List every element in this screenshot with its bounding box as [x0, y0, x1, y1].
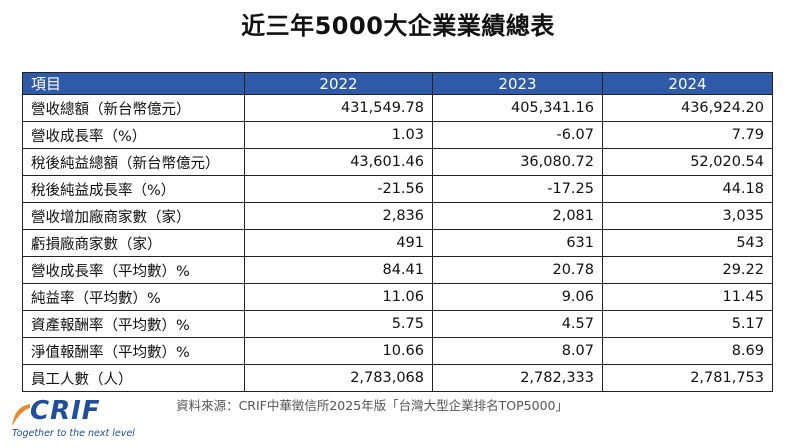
- table-row: 營收總額（新台幣億元） 431,549.78 405,341.16 436,924.2…: [22, 94, 773, 122]
- crif-logo: CRIF Together to the next level: [10, 396, 140, 444]
- row-value-2022: 2,783,068: [244, 364, 433, 392]
- row-value-2022: 2,836: [244, 202, 433, 230]
- source-note: 資料來源：CRIF中華徵信所2025年版「台灣大型企業排名TOP5000」: [176, 398, 568, 413]
- row-value-2024: 2,781,753: [602, 364, 773, 392]
- row-value-2024: 29.22: [602, 256, 773, 284]
- page-title: 近三年5000大企業業績總表: [241, 12, 555, 40]
- row-label: 稅後純益成長率（%）: [22, 175, 245, 203]
- row-label: 純益率（平均數）%: [22, 283, 245, 311]
- header-year-2023: 2023: [432, 72, 603, 95]
- row-value-2022: -21.56: [244, 175, 433, 203]
- table-row: 稅後純益總額（新台幣億元） 43,601.46 36,080.72 52,020.54: [22, 148, 773, 176]
- row-value-2023: -6.07: [432, 121, 603, 149]
- row-label: 虧損廠商家數（家）: [22, 229, 245, 257]
- table-row: 純益率（平均數）% 11.06 9.06 11.45: [22, 283, 773, 311]
- row-value-2024: 7.79: [602, 121, 773, 149]
- row-value-2024: 44.18: [602, 175, 773, 203]
- row-value-2024: 436,924.20: [602, 94, 773, 122]
- row-value-2024: 11.45: [602, 283, 773, 311]
- row-value-2023: 631: [432, 229, 603, 257]
- crif-swoosh-icon: [12, 404, 30, 426]
- performance-table: 項目 2022 2023 2024 營收總額（新台幣億元） 431,549.78 4…: [22, 72, 773, 392]
- row-value-2024: 3,035: [602, 202, 773, 230]
- row-value-2023: 4.57: [432, 310, 603, 338]
- table-row: 營收成長率（平均數）% 84.41 20.78 29.22: [22, 256, 773, 284]
- row-value-2023: 9.06: [432, 283, 603, 311]
- logo-tagline: Together to the next level: [12, 428, 135, 439]
- row-label: 營收總額（新台幣億元）: [22, 94, 245, 122]
- row-value-2024: 8.69: [602, 337, 773, 365]
- row-value-2022: 1.03: [244, 121, 433, 149]
- row-label: 營收成長率（平均數）%: [22, 256, 245, 284]
- row-label: 稅後純益總額（新台幣億元）: [22, 148, 245, 176]
- table-row: 資產報酬率（平均數）% 5.75 4.57 5.17: [22, 310, 773, 338]
- row-value-2023: 2,081: [432, 202, 603, 230]
- logo-wordmark: CRIF: [30, 396, 101, 426]
- row-value-2022: 11.06: [244, 283, 433, 311]
- header-year-2022: 2022: [244, 72, 433, 95]
- header-item-label: 項目: [22, 72, 245, 95]
- row-label: 淨值報酬率（平均數）%: [22, 337, 245, 365]
- row-value-2023: 20.78: [432, 256, 603, 284]
- row-value-2023: -17.25: [432, 175, 603, 203]
- row-value-2022: 431,549.78: [244, 94, 433, 122]
- row-label: 營收增加廠商家數（家）: [22, 202, 245, 230]
- row-label: 資產報酬率（平均數）%: [22, 310, 245, 338]
- row-value-2023: 8.07: [432, 337, 603, 365]
- row-value-2023: 405,341.16: [432, 94, 603, 122]
- row-label: 員工人數（人）: [22, 364, 245, 392]
- row-value-2022: 43,601.46: [244, 148, 433, 176]
- row-value-2024: 5.17: [602, 310, 773, 338]
- table-row: 營收成長率（%） 1.03 -6.07 7.79: [22, 121, 773, 149]
- row-value-2024: 52,020.54: [602, 148, 773, 176]
- row-value-2023: 2,782,333: [432, 364, 603, 392]
- table-header-row: 項目 2022 2023 2024: [22, 72, 773, 95]
- table-row: 淨值報酬率（平均數）% 10.66 8.07 8.69: [22, 337, 773, 365]
- row-value-2024: 543: [602, 229, 773, 257]
- row-value-2022: 5.75: [244, 310, 433, 338]
- header-year-2024: 2024: [602, 72, 773, 95]
- table-row: 員工人數（人） 2,783,068 2,782,333 2,781,753: [22, 364, 773, 392]
- row-label: 營收成長率（%）: [22, 121, 245, 149]
- row-value-2022: 84.41: [244, 256, 433, 284]
- row-value-2023: 36,080.72: [432, 148, 603, 176]
- row-value-2022: 10.66: [244, 337, 433, 365]
- table-row: 營收增加廠商家數（家） 2,836 2,081 3,035: [22, 202, 773, 230]
- row-value-2022: 491: [244, 229, 433, 257]
- table-row: 稅後純益成長率（%） -21.56 -17.25 44.18: [22, 175, 773, 203]
- table-row: 虧損廠商家數（家） 491 631 543: [22, 229, 773, 257]
